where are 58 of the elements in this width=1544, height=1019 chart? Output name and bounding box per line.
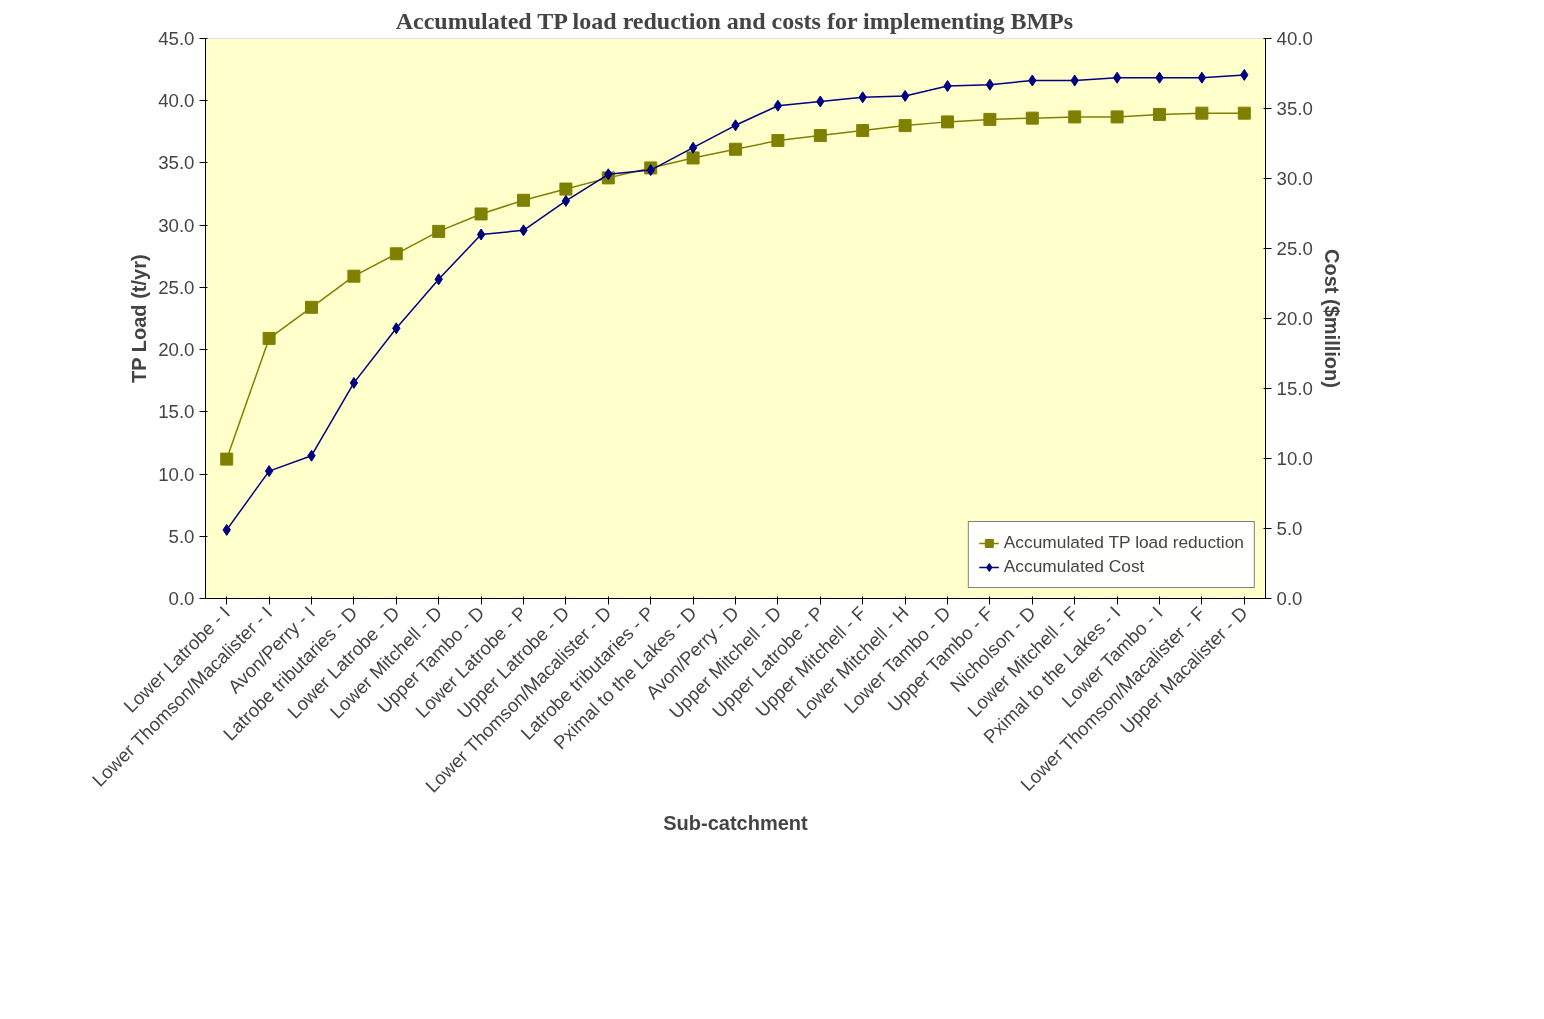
point bbox=[1110, 110, 1124, 124]
point bbox=[898, 119, 912, 133]
point bbox=[347, 269, 361, 283]
y2-tick-label: 5.0 bbox=[1276, 518, 1303, 539]
y2-tick-label: 40.0 bbox=[1276, 28, 1313, 49]
point bbox=[688, 141, 698, 154]
point bbox=[476, 228, 486, 241]
point bbox=[264, 465, 274, 478]
point bbox=[900, 89, 910, 102]
y-tick-label: 45.0 bbox=[158, 28, 195, 49]
y2-tick-label: 0.0 bbox=[1276, 588, 1303, 609]
y2-tick-label: 15.0 bbox=[1276, 378, 1313, 399]
point bbox=[729, 142, 742, 156]
point bbox=[305, 300, 318, 314]
point bbox=[1112, 71, 1122, 84]
y-axis-title: TP Load (t/yr) bbox=[128, 254, 151, 383]
y2-axis-title: Cost ($million) bbox=[1320, 249, 1343, 388]
y-tick-label: 15.0 bbox=[158, 401, 195, 423]
legend-label: Accumulated TP load reduction bbox=[1003, 532, 1244, 553]
point bbox=[1068, 110, 1082, 124]
y-tick-label: 20.0 bbox=[158, 339, 195, 361]
point bbox=[517, 193, 530, 207]
point bbox=[1197, 71, 1207, 84]
point bbox=[773, 99, 783, 112]
y2-tick-label: 10.0 bbox=[1276, 448, 1313, 469]
point bbox=[389, 247, 403, 261]
point bbox=[1153, 107, 1166, 121]
y-tick-label: 35.0 bbox=[158, 152, 195, 174]
y2-tick-label: 30.0 bbox=[1276, 168, 1313, 189]
point bbox=[686, 151, 700, 165]
point bbox=[941, 115, 954, 129]
legend-label: Accumulated Cost bbox=[1003, 556, 1145, 577]
y-tick-label: 10.0 bbox=[158, 463, 195, 485]
y-tick-label: 0.0 bbox=[168, 588, 195, 609]
point bbox=[813, 129, 827, 143]
y2-tick-label: 20.0 bbox=[1276, 308, 1313, 329]
point bbox=[1195, 106, 1209, 120]
point bbox=[1237, 106, 1251, 120]
point bbox=[349, 376, 359, 389]
y2-tick-label: 25.0 bbox=[1276, 238, 1313, 259]
x-axis-title: Sub-catchment bbox=[663, 811, 809, 834]
point bbox=[771, 134, 785, 148]
point bbox=[561, 194, 571, 207]
point bbox=[985, 78, 995, 91]
y-tick-label: 5.0 bbox=[168, 525, 195, 547]
point bbox=[220, 452, 234, 466]
point bbox=[856, 124, 870, 138]
chart-title: Accumulated TP load reduction and costs for implementing BMPs bbox=[395, 7, 1074, 34]
y-tick-label: 30.0 bbox=[158, 214, 195, 236]
y-tick-label: 25.0 bbox=[158, 276, 195, 298]
y2-tick-label: 35.0 bbox=[1276, 98, 1313, 119]
point bbox=[474, 207, 488, 221]
point bbox=[1025, 111, 1039, 125]
point bbox=[432, 224, 446, 238]
point bbox=[983, 112, 997, 126]
point bbox=[262, 331, 276, 345]
y-tick-label: 40.0 bbox=[158, 90, 195, 112]
point bbox=[559, 182, 573, 196]
